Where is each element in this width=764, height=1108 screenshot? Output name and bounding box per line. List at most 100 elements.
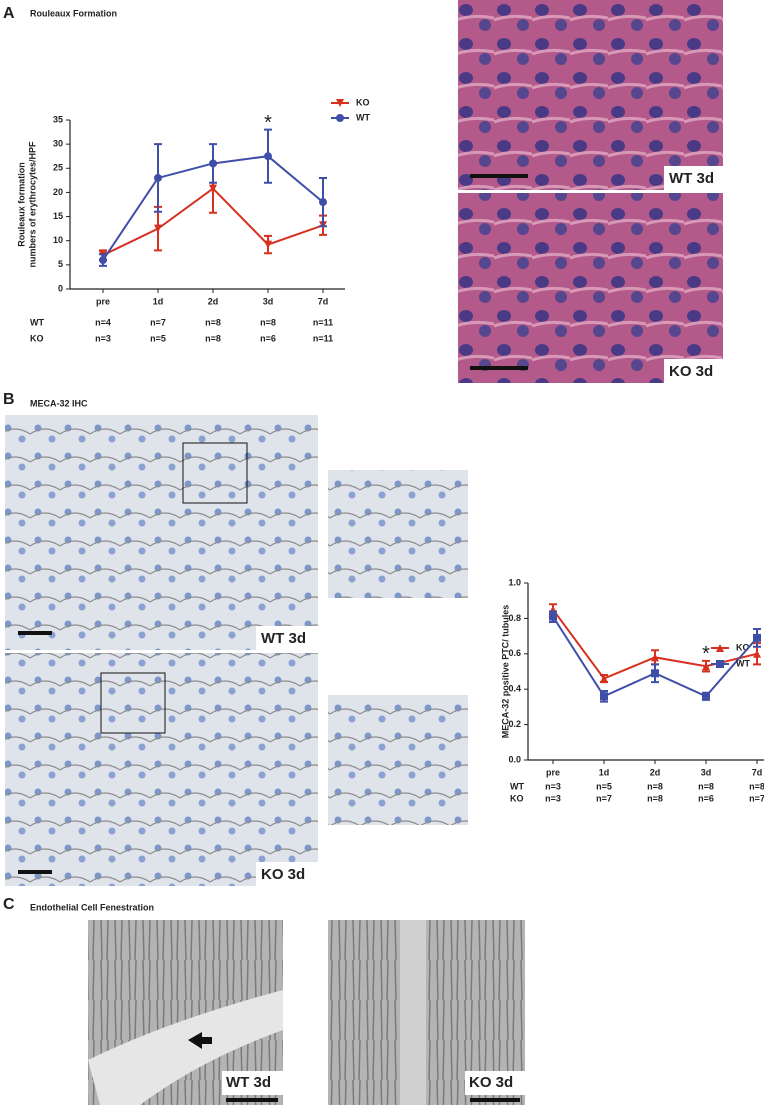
image-label: WT 3d bbox=[261, 630, 306, 647]
x-tick-label: 1d bbox=[599, 767, 610, 777]
marker bbox=[600, 674, 608, 683]
n-count: n=8 bbox=[647, 781, 663, 791]
marker bbox=[264, 240, 272, 249]
y-axis-label: MECA-32 positive PTC/ tubules bbox=[500, 605, 510, 739]
n-count: n=8 bbox=[698, 781, 714, 791]
y-tick-label: 35 bbox=[53, 114, 63, 124]
label-box bbox=[664, 166, 723, 190]
y-tick-label: 20 bbox=[53, 187, 63, 197]
annotation: * bbox=[264, 112, 272, 134]
micrograph bbox=[5, 415, 318, 650]
y-tick-label: 0 bbox=[58, 283, 63, 293]
n-count: n=3 bbox=[95, 333, 111, 343]
x-tick-label: pre bbox=[96, 296, 110, 306]
label-box bbox=[256, 862, 318, 886]
micrograph bbox=[458, 0, 723, 190]
n-count: n=7 bbox=[749, 793, 764, 803]
n-count: n=5 bbox=[150, 333, 166, 343]
inset-box bbox=[182, 442, 248, 504]
legend-label: KO bbox=[736, 642, 750, 652]
marker bbox=[702, 692, 710, 701]
label-box bbox=[465, 1071, 525, 1095]
marker bbox=[336, 114, 344, 122]
marker bbox=[154, 224, 162, 233]
n-count: n=11 bbox=[313, 317, 333, 327]
row-label: WT bbox=[30, 317, 44, 327]
marker bbox=[319, 198, 327, 207]
panel-title: MECA-32 IHC bbox=[30, 398, 88, 408]
x-tick-label: 3d bbox=[263, 296, 274, 306]
marker bbox=[209, 184, 217, 193]
y-tick-label: 1.0 bbox=[508, 577, 521, 587]
x-tick-label: 2d bbox=[208, 296, 219, 306]
micrograph bbox=[5, 653, 318, 886]
y-tick-label: 30 bbox=[53, 139, 63, 149]
arrow bbox=[188, 1032, 212, 1049]
n-count: n=6 bbox=[698, 793, 714, 803]
n-count: n=8 bbox=[205, 333, 221, 343]
marker bbox=[264, 152, 272, 161]
inset-box bbox=[100, 672, 166, 734]
marker bbox=[154, 173, 162, 182]
panel-label: C bbox=[3, 896, 15, 913]
panel-label: B bbox=[3, 391, 15, 408]
y-tick-label: 0.2 bbox=[508, 719, 521, 729]
x-tick-label: 1d bbox=[153, 296, 164, 306]
panel-label: A bbox=[3, 5, 15, 22]
n-count: n=5 bbox=[596, 781, 612, 791]
marker bbox=[549, 612, 557, 621]
y-tick-label: 25 bbox=[53, 163, 63, 173]
y-tick-label: 10 bbox=[53, 235, 63, 245]
marker bbox=[753, 649, 761, 658]
n-count: n=8 bbox=[647, 793, 663, 803]
legend-label: WT bbox=[736, 658, 750, 668]
n-count: n=4 bbox=[95, 317, 111, 327]
marker bbox=[600, 692, 608, 701]
y-axis-label: Rouleaux formation bbox=[16, 162, 26, 247]
n-count: n=3 bbox=[545, 793, 561, 803]
marker bbox=[651, 669, 659, 678]
annotation: * bbox=[702, 643, 710, 665]
n-count: n=11 bbox=[313, 333, 333, 343]
n-count: n=8 bbox=[260, 317, 276, 327]
y-tick-label: 15 bbox=[53, 211, 63, 221]
n-count: n=7 bbox=[596, 793, 612, 803]
inset-image bbox=[328, 695, 468, 825]
panel-title: Rouleaux Formation bbox=[30, 8, 117, 18]
lumen bbox=[88, 990, 283, 1105]
y-tick-label: 5 bbox=[58, 259, 63, 269]
inset-image bbox=[328, 470, 468, 598]
marker bbox=[651, 653, 659, 662]
x-tick-label: 7d bbox=[318, 296, 329, 306]
label-box bbox=[256, 626, 318, 650]
n-count: n=8 bbox=[749, 781, 764, 791]
panel-title: Endothelial Cell Fenestration bbox=[30, 902, 154, 912]
x-tick-label: pre bbox=[546, 767, 560, 777]
n-count: n=6 bbox=[260, 333, 276, 343]
marker bbox=[716, 660, 724, 668]
image-label: KO 3d bbox=[669, 363, 713, 380]
image-label: WT 3d bbox=[226, 1074, 271, 1091]
n-count: n=7 bbox=[150, 317, 166, 327]
membrane bbox=[400, 920, 426, 1105]
image-label: KO 3d bbox=[469, 1074, 513, 1091]
y-axis-label: numbers of erythrocytes/HPF bbox=[27, 141, 37, 268]
label-box bbox=[222, 1071, 283, 1095]
y-tick-label: 0.0 bbox=[508, 754, 521, 764]
marker bbox=[716, 644, 724, 652]
x-tick-label: 7d bbox=[752, 767, 763, 777]
y-tick-label: 0.4 bbox=[508, 684, 521, 694]
image-label: KO 3d bbox=[261, 866, 305, 883]
marker bbox=[99, 256, 107, 265]
micrograph bbox=[458, 193, 723, 383]
legend-label: WT bbox=[356, 112, 370, 122]
row-label: KO bbox=[510, 793, 524, 803]
row-label: KO bbox=[30, 333, 44, 343]
x-tick-label: 2d bbox=[650, 767, 661, 777]
legend-label: KO bbox=[356, 97, 370, 107]
n-count: n=8 bbox=[205, 317, 221, 327]
marker bbox=[702, 662, 710, 671]
marker bbox=[336, 99, 344, 107]
